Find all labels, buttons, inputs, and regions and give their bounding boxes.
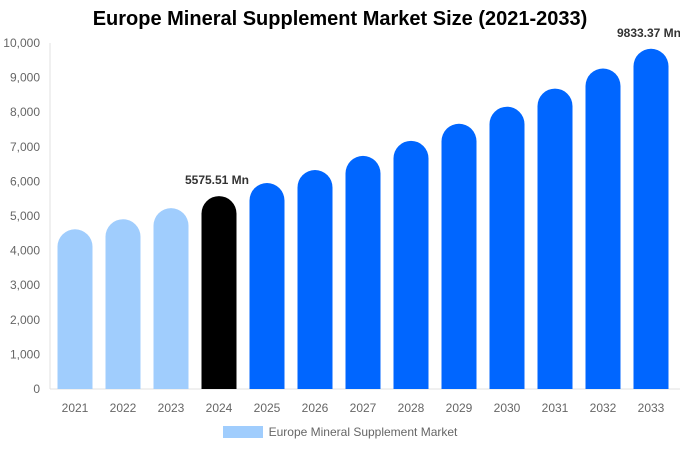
x-tick-label: 2022 xyxy=(110,401,137,415)
y-tick-label: 2,000 xyxy=(10,313,40,327)
bar-2033 xyxy=(633,48,669,390)
y-tick-label: 8,000 xyxy=(10,105,40,119)
x-tick-label: 2026 xyxy=(302,401,329,415)
y-tick-label: 6,000 xyxy=(10,174,40,188)
bar-2026 xyxy=(297,169,333,389)
bar-2029 xyxy=(441,123,477,389)
x-tick-label: 2032 xyxy=(590,401,617,415)
bar-2024 xyxy=(201,196,237,389)
bar-2022 xyxy=(105,219,141,389)
y-tick-label: 3,000 xyxy=(10,278,40,292)
bar-2032 xyxy=(585,68,621,390)
x-tick-label: 2027 xyxy=(350,401,377,415)
bar-2027 xyxy=(345,155,381,389)
y-tick-label: 1,000 xyxy=(10,347,40,361)
y-tick-label: 0 xyxy=(33,382,40,396)
bar-2030 xyxy=(489,106,525,389)
x-tick-label: 2021 xyxy=(62,401,89,415)
x-tick-label: 2023 xyxy=(158,401,185,415)
bar-2021 xyxy=(57,229,93,389)
x-tick-label: 2033 xyxy=(638,401,665,415)
legend[interactable]: Europe Mineral Supplement Market xyxy=(0,425,680,439)
data-label-2024: 5575.51 Mn xyxy=(185,173,249,187)
data-label-2033: 9833.37 Mn xyxy=(617,26,680,40)
x-tick-label: 2028 xyxy=(398,401,425,415)
chart-title: Europe Mineral Supplement Market Size (2… xyxy=(92,8,588,30)
y-tick-label: 4,000 xyxy=(10,244,40,258)
y-tick-label: 7,000 xyxy=(10,140,40,154)
bar-2028 xyxy=(393,140,429,389)
bar-2023 xyxy=(153,208,189,389)
y-tick-label: 9,000 xyxy=(10,71,40,85)
x-tick-label: 2024 xyxy=(206,401,233,415)
bar-2031 xyxy=(537,88,573,390)
bar-chart: 0 1,000 2,000 3,000 4,000 5,000 6,000 7,000 8,00… xyxy=(3,26,680,415)
y-tick-label: 5,000 xyxy=(10,209,40,223)
x-tick-label: 2030 xyxy=(494,401,521,415)
legend-swatch xyxy=(222,426,263,438)
x-tick-label: 2031 xyxy=(542,401,569,415)
bar-2025 xyxy=(249,183,285,389)
y-tick-label: 10,000 xyxy=(3,36,40,50)
x-tick-label: 2029 xyxy=(446,401,473,415)
x-tick-label: 2025 xyxy=(254,401,281,415)
legend-label: Europe Mineral Supplement Market xyxy=(268,425,458,439)
